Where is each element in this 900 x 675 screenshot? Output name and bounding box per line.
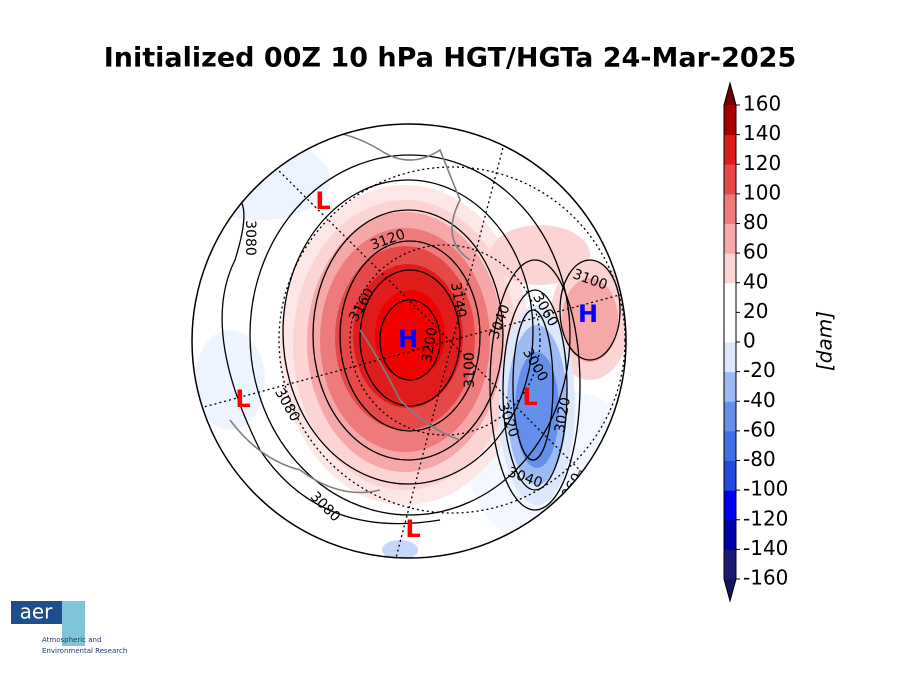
- contour-label: 3080: [242, 220, 258, 256]
- contour-label: 3080: [489, 547, 525, 563]
- pressure-center: L: [522, 383, 537, 411]
- colorbar-segment: [724, 223, 736, 254]
- colorbar-tick-label: -60: [743, 417, 776, 441]
- colorbar-tick-label: -140: [743, 536, 788, 560]
- colorbar-tick-label: 140: [743, 121, 781, 145]
- colorbar-segment: [724, 253, 736, 284]
- colorbar-tick-label: -80: [743, 447, 776, 471]
- contour-label: 3200: [419, 326, 441, 364]
- pressure-center: L: [405, 515, 420, 543]
- colorbar-segment: [724, 164, 736, 195]
- colorbar-segment: [724, 519, 736, 550]
- colorbar-segment: [724, 460, 736, 491]
- contour-label: 3140: [447, 281, 469, 319]
- pressure-center: H: [398, 325, 418, 353]
- colorbar-tick-label: 0: [743, 329, 756, 353]
- colorbar-segment: [724, 430, 736, 461]
- logo-line: Environmental Research: [42, 647, 127, 655]
- colorbar: -160 -140 -120 -100 -80 -60 -40 -20 0 20 40 60 80 100…: [723, 81, 788, 603]
- colorbar-segment: [724, 371, 736, 402]
- colorbar-tick-label: -120: [743, 506, 788, 530]
- colorbar-extend: [724, 579, 736, 601]
- colorbar-tick-label: 20: [743, 299, 768, 323]
- logo-name: aer: [20, 600, 54, 624]
- colorbar-tick-label: -40: [743, 388, 776, 412]
- colorbar-tick-label: -160: [743, 566, 788, 590]
- colorbar-segment: [724, 401, 736, 432]
- pressure-center: H: [578, 300, 598, 328]
- colorbar-segment: [724, 342, 736, 373]
- colorbar-tick-label: 80: [743, 210, 768, 234]
- colorbar-segment: [724, 105, 736, 136]
- colorbar-segment: [724, 193, 736, 224]
- colorbar-segment: [724, 282, 736, 313]
- title: Initialized 00Z 10 hPa HGT/HGTa 24-Mar-2…: [104, 43, 797, 74]
- colorbar-segment: [724, 549, 736, 580]
- colorbar-tick-label: 160: [743, 92, 781, 116]
- colorbar-segment: [724, 134, 736, 165]
- colorbar-label: [dam]: [813, 311, 837, 371]
- colorbar-tick-label: -100: [743, 477, 788, 501]
- contour-label: 3080: [307, 489, 344, 526]
- colorbar-tick-label: 40: [743, 269, 768, 293]
- contour-label: 3100: [462, 352, 478, 388]
- pressure-center: L: [315, 187, 330, 215]
- colorbar-segment: [724, 490, 736, 521]
- map-boundary: [191, 123, 627, 559]
- colorbar-tick-label: -20: [743, 358, 776, 382]
- contour-label: 3080: [619, 391, 658, 423]
- pressure-center: L: [235, 385, 250, 413]
- colorbar-tick-label: 60: [743, 240, 768, 264]
- logo-line: Atmospheric and: [42, 636, 101, 644]
- colorbar-tick-label: 100: [743, 180, 781, 204]
- logo: aer Atmospheric and Environmental Resear…: [11, 600, 127, 655]
- contour-label: 3020: [552, 396, 574, 434]
- colorbar-extend: [724, 83, 736, 105]
- colorbar-tick-label: 120: [743, 151, 781, 175]
- colorbar-segment: [724, 312, 736, 343]
